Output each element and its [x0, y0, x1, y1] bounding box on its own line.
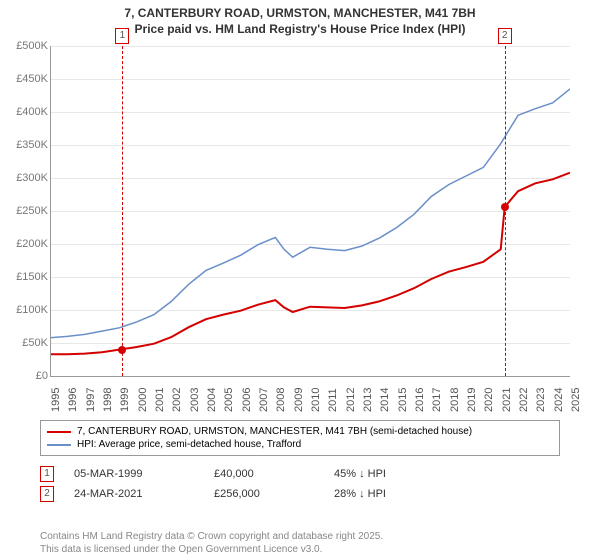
transaction-price: £256,000: [214, 488, 334, 500]
x-tick-label: 2024: [553, 392, 565, 412]
x-tick-label: 1995: [50, 392, 62, 412]
transaction-marker: 2: [40, 486, 54, 502]
x-tick-label: 1998: [102, 392, 114, 412]
y-axis: [50, 46, 51, 376]
x-tick-label: 2013: [362, 392, 374, 412]
x-tick-label: 2018: [449, 392, 461, 412]
transaction-price: £40,000: [214, 468, 334, 480]
x-tick-label: 2010: [310, 392, 322, 412]
chart-area: £0 £50K £100K £150K £200K £250K £300K £350K £400…: [18, 46, 588, 406]
x-tick-label: 2015: [397, 392, 409, 412]
transaction-date: 05-MAR-1999: [74, 468, 214, 480]
marker-label: 2: [498, 28, 512, 44]
marker-label: 1: [115, 28, 129, 44]
footer: Contains HM Land Registry data © Crown c…: [40, 531, 383, 556]
property-line: [50, 173, 570, 355]
transaction-row: 1 05-MAR-1999£40,00045% ↓ HPI: [40, 466, 560, 482]
footer-line-2: This data is licensed under the Open Gov…: [40, 544, 383, 557]
x-tick-label: 2012: [345, 392, 357, 412]
plot-area: 12: [50, 46, 570, 376]
transaction-marker: 1: [40, 466, 54, 482]
legend-swatch-property: [47, 431, 71, 433]
y-tick-label: £250K: [16, 205, 48, 217]
y-tick-label: £150K: [16, 271, 48, 283]
legend-label: HPI: Average price, semi-detached house,…: [77, 439, 301, 450]
x-tick-label: 2016: [414, 392, 426, 412]
x-tick-label: 2000: [137, 392, 149, 412]
x-tick-label: 2001: [154, 392, 166, 412]
transaction-date: 24-MAR-2021: [74, 488, 214, 500]
legend-label: 7, CANTERBURY ROAD, URMSTON, MANCHESTER,…: [77, 426, 472, 437]
transaction-row: 2 24-MAR-2021£256,00028% ↓ HPI: [40, 486, 560, 502]
y-tick-label: £200K: [16, 238, 48, 250]
footer-line-1: Contains HM Land Registry data © Crown c…: [40, 531, 383, 544]
x-tick-label: 2003: [189, 392, 201, 412]
transaction-delta: 28% ↓ HPI: [334, 488, 386, 500]
y-tick-label: £50K: [22, 337, 48, 349]
legend-row-hpi: HPI: Average price, semi-detached house,…: [47, 438, 553, 451]
transaction-point: [501, 203, 509, 211]
y-tick-label: £100K: [16, 304, 48, 316]
x-tick-label: 2011: [327, 392, 339, 412]
x-tick-label: 2008: [275, 392, 287, 412]
hpi-line: [50, 89, 570, 338]
legend: 7, CANTERBURY ROAD, URMSTON, MANCHESTER,…: [40, 420, 560, 456]
y-tick-label: £400K: [16, 106, 48, 118]
x-tick-label: 2019: [466, 392, 478, 412]
x-tick-label: 1997: [85, 392, 97, 412]
y-tick-label: £0: [36, 370, 48, 382]
x-tick-label: 2005: [223, 392, 235, 412]
x-tick-label: 2007: [258, 392, 270, 412]
chart-container: 7, CANTERBURY ROAD, URMSTON, MANCHESTER,…: [0, 0, 600, 560]
x-tick-label: 2023: [535, 392, 547, 412]
x-tick-label: 2006: [241, 392, 253, 412]
legend-row-property: 7, CANTERBURY ROAD, URMSTON, MANCHESTER,…: [47, 425, 553, 438]
x-tick-label: 2025: [570, 392, 582, 412]
y-tick-label: £350K: [16, 139, 48, 151]
x-axis: [50, 376, 570, 377]
y-tick-label: £300K: [16, 172, 48, 184]
x-tick-label: 2017: [431, 392, 443, 412]
x-tick-label: 1996: [67, 392, 79, 412]
y-tick-label: £450K: [16, 73, 48, 85]
x-tick-label: 1999: [119, 392, 131, 412]
line-chart-svg: [50, 46, 570, 376]
legend-swatch-hpi: [47, 444, 71, 446]
title-line-1: 7, CANTERBURY ROAD, URMSTON, MANCHESTER,…: [0, 6, 600, 22]
x-tick-label: 2014: [379, 392, 391, 412]
x-tick-label: 2020: [483, 392, 495, 412]
x-tick-label: 2021: [501, 392, 513, 412]
transaction-point: [118, 346, 126, 354]
transaction-delta: 45% ↓ HPI: [334, 468, 386, 480]
marker-vline: [122, 46, 123, 376]
x-tick-label: 2009: [293, 392, 305, 412]
y-tick-label: £500K: [16, 40, 48, 52]
x-tick-label: 2002: [171, 392, 183, 412]
x-tick-label: 2022: [518, 392, 530, 412]
x-tick-label: 2004: [206, 392, 218, 412]
